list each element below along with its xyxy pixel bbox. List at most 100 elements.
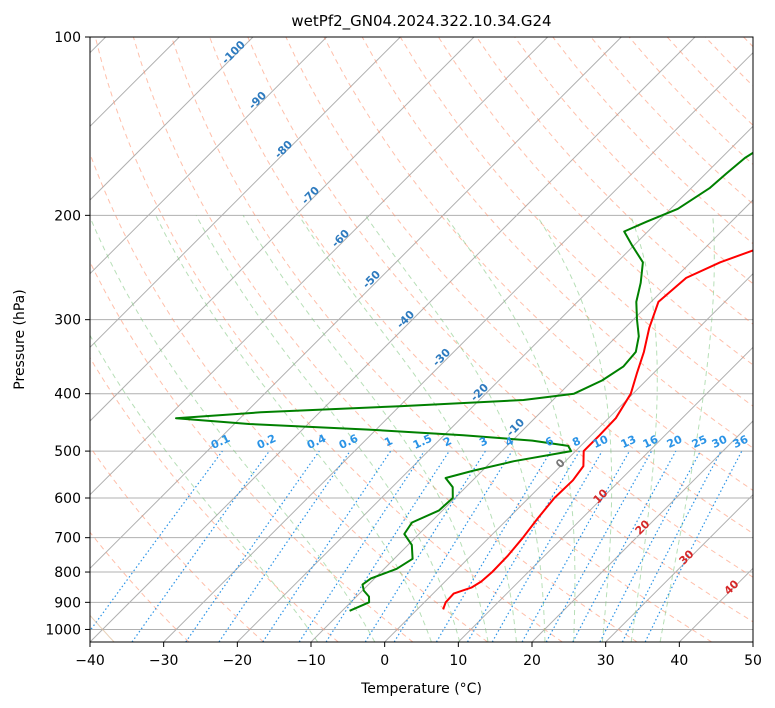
isotherm-line — [90, 37, 254, 201]
dry-adiabat-line — [90, 356, 339, 642]
isotherm-line — [457, 346, 753, 642]
isotherm-line — [605, 493, 753, 642]
mixing-ratio-label: 30 — [710, 433, 730, 451]
moist-adiabat-line — [90, 215, 376, 642]
isotherm-line — [531, 420, 753, 642]
dry-adiabat-label: -70 — [299, 184, 322, 207]
y-tick-label: 700 — [54, 531, 81, 547]
mixing-ratio-label: 0.4 — [305, 432, 328, 452]
mixing-ratio-label: 25 — [690, 433, 709, 451]
x-tick-label: −20 — [223, 653, 253, 669]
mixing-ratio-line — [298, 450, 425, 642]
dry-adiabat-label: -20 — [468, 381, 491, 404]
mixing-ratio-label: 16 — [641, 433, 661, 451]
isotherm-line — [310, 199, 753, 642]
dry-adiabat-label: -30 — [430, 346, 453, 369]
y-axis-label: Pressure (hPa) — [12, 289, 28, 389]
dry-adiabat-line — [209, 37, 753, 623]
isotherm-line — [90, 37, 696, 642]
mixing-ratio-line — [644, 450, 743, 642]
dry-adiabat-label: -90 — [246, 89, 269, 112]
y-tick-label: 600 — [54, 491, 81, 507]
dry-adiabat-line — [514, 37, 753, 285]
dry-adiabat-line — [399, 37, 753, 407]
moist-adiabat-line — [444, 215, 576, 642]
isotherm-line — [90, 37, 328, 275]
sounding-profiles — [175, 151, 753, 612]
isotherm-line — [90, 37, 401, 349]
x-tick-label: −10 — [296, 653, 326, 669]
temperature-profile — [442, 249, 753, 610]
isotherm-line — [90, 37, 475, 422]
dry-adiabat-line — [743, 37, 753, 48]
mixing-ratio-line — [218, 450, 351, 642]
dry-adiabat-label: -50 — [360, 268, 383, 291]
moist-adiabat-line — [242, 215, 489, 642]
moist-adiabat-line — [90, 334, 319, 642]
grid-lines — [90, 37, 753, 642]
y-tick-label: 1000 — [45, 622, 81, 638]
mixing-ratio-line — [393, 450, 513, 642]
mixing-ratio-label: 8 — [570, 434, 582, 449]
dewpoint-profile — [175, 151, 753, 612]
x-tick-label: 20 — [523, 653, 541, 669]
mixing-ratio-label: 36 — [731, 433, 751, 451]
y-tick-label: 900 — [54, 595, 81, 611]
x-tick-label: −40 — [75, 653, 105, 669]
moist-adiabat-label: 30 — [677, 547, 697, 567]
moist-adiabat-line — [659, 215, 715, 642]
mixing-ratio-line — [521, 450, 631, 642]
dry-adiabat-label: -60 — [329, 227, 352, 250]
x-tick-label: 50 — [744, 653, 762, 669]
dry-adiabat-line — [90, 531, 190, 642]
moist-adiabat-label: 10 — [591, 486, 611, 506]
isotherm-line — [236, 125, 753, 642]
mixing-ratio-label: 0.2 — [255, 432, 278, 452]
moist-adiabat-line — [630, 215, 658, 642]
y-tick-label: 300 — [54, 313, 81, 329]
mixing-ratio-line — [262, 450, 392, 642]
x-axis-ticks: −40 −30 −20 −10 0 10 20 30 40 50 — [75, 642, 762, 669]
moist-adiabat-line — [195, 215, 461, 642]
mixing-ratio-line — [435, 450, 552, 642]
moist-adiabat-label: 20 — [633, 517, 653, 537]
dry-adiabat-line — [476, 37, 753, 325]
dry-adiabat-line — [90, 446, 264, 642]
y-tick-label: 200 — [54, 208, 81, 224]
chart-title: wetPf2_GN04.2024.322.10.34.G24 — [291, 12, 551, 31]
isotherm-line — [384, 272, 753, 642]
x-tick-label: −30 — [149, 653, 179, 669]
mixing-ratio-line — [545, 450, 653, 642]
mixing-ratio-label: 2 — [441, 434, 453, 449]
moist-adiabat-line — [364, 215, 546, 642]
dry-adiabat-line — [704, 37, 753, 87]
y-tick-label: 100 — [54, 30, 81, 46]
dry-adiabat-line — [437, 37, 753, 366]
dry-adiabat-line — [247, 37, 753, 578]
x-tick-label: 40 — [670, 653, 688, 669]
plot-frame — [89, 36, 754, 643]
x-axis-label: Temperature (°C) — [360, 681, 482, 697]
x-tick-label: 0 — [380, 653, 389, 669]
mixing-ratio-label: 1 — [382, 434, 394, 449]
dry-adiabat-line — [171, 37, 712, 642]
plot-area: -100-90-80-70-60-50-40-30-20-100.1 0.2 0.4… — [90, 37, 753, 642]
isotherm-line — [752, 641, 753, 642]
dry-adiabat-label: -100 — [219, 38, 248, 67]
moist-adiabat-line — [536, 215, 613, 642]
dry-adiabat-line — [94, 37, 563, 642]
mixing-ratio-label: 0.1 — [209, 432, 232, 452]
mixing-ratio-line — [185, 450, 320, 642]
x-tick-label: 10 — [449, 653, 467, 669]
y-axis-ticks: 100 200 300 400 500 600 700 800 900 1000 — [45, 30, 90, 638]
dry-adiabat-line — [90, 152, 488, 642]
line-labels: -100-90-80-70-60-50-40-30-20-100.1 0.2 0.4… — [209, 38, 751, 598]
dry-adiabat-line — [90, 260, 414, 642]
moist-adiabat-label: 40 — [722, 577, 742, 597]
mixing-ratio-label: 10 — [591, 433, 611, 451]
dry-adiabat-label: -40 — [394, 308, 417, 331]
mixing-ratio-label: 6 — [543, 434, 556, 449]
mixing-ratio-line — [599, 450, 702, 642]
dry-adiabat-line — [132, 37, 638, 642]
